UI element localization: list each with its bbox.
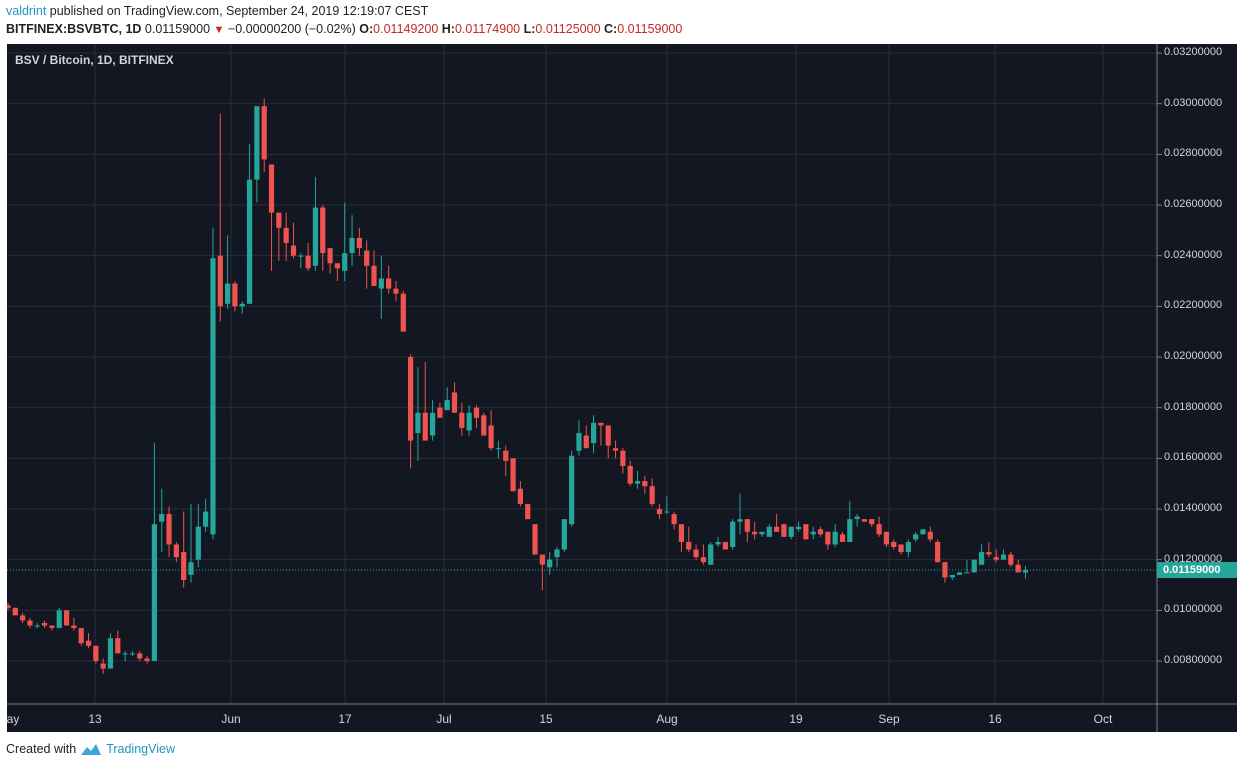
publish-info: valdrint published on TradingView.com, S… <box>6 4 428 18</box>
price-tick: 0.02400000 <box>1164 248 1223 261</box>
low-value: 0.01125000 <box>535 22 601 36</box>
time-tick: 13 <box>88 712 102 726</box>
time-tick: Aug <box>656 712 678 726</box>
price-tick: 0.02200000 <box>1164 299 1223 312</box>
last-price: 0.01159000 <box>144 22 211 36</box>
price-tick: 0.01200000 <box>1164 552 1223 565</box>
price-tick: 0.03200000 <box>1164 46 1223 58</box>
current-price-label: 0.01159000 <box>1157 562 1237 579</box>
tradingview-logo-icon <box>81 744 102 755</box>
price-change: −0.00000200 (−0.02%) <box>227 22 356 36</box>
time-tick: 19 <box>789 712 803 726</box>
down-arrow-icon: ▼ <box>213 24 225 36</box>
price-tick: 0.01400000 <box>1164 502 1223 514</box>
footer: Created with TradingView <box>6 742 175 756</box>
time-tick: Sep <box>878 712 900 726</box>
price-tick: 0.01600000 <box>1164 451 1223 464</box>
time-tick: ay <box>6 712 20 726</box>
high-value: 0.01174900 <box>454 22 521 36</box>
time-tick: 17 <box>338 712 352 726</box>
price-tick: 0.02000000 <box>1164 350 1223 362</box>
time-tick: Jul <box>436 712 452 726</box>
candlestick-chart[interactable]: BSV / Bitcoin, 1D, BITFINEX 0.03200000 0.… <box>7 44 1237 732</box>
open-label: O: <box>359 22 374 36</box>
symbol-name: BITFINEX:BSVBTC, 1D <box>6 22 142 36</box>
high-label: H: <box>441 22 455 36</box>
price-tick: 0.01800000 <box>1164 400 1223 413</box>
close-label: C: <box>604 22 618 36</box>
chart-legend: BSV / Bitcoin, 1D, BITFINEX <box>15 53 174 67</box>
close-value: 0.01159000 <box>617 22 683 36</box>
low-label: L: <box>523 22 536 36</box>
symbol-info-bar: BITFINEX:BSVBTC, 1D 0.01159000 ▼ −0.0000… <box>6 22 682 36</box>
author-link[interactable]: valdrint <box>6 4 47 18</box>
created-with-text: Created with <box>6 742 77 756</box>
time-tick: 16 <box>988 712 1002 726</box>
time-tick: 15 <box>539 712 553 726</box>
open-value: 0.01149200 <box>373 22 439 36</box>
chart-canvas[interactable] <box>7 44 1237 732</box>
tradingview-link[interactable]: TradingView <box>106 742 175 756</box>
time-tick: Jun <box>221 712 241 726</box>
price-tick: 0.01000000 <box>1164 603 1223 616</box>
price-tick: 0.02800000 <box>1164 147 1223 160</box>
price-tick: 0.02600000 <box>1164 198 1223 210</box>
price-tick: 0.00800000 <box>1164 654 1223 666</box>
price-tick: 0.03000000 <box>1164 96 1223 109</box>
published-text: published on TradingView.com, September … <box>46 4 429 18</box>
time-tick: Oct <box>1093 712 1113 726</box>
